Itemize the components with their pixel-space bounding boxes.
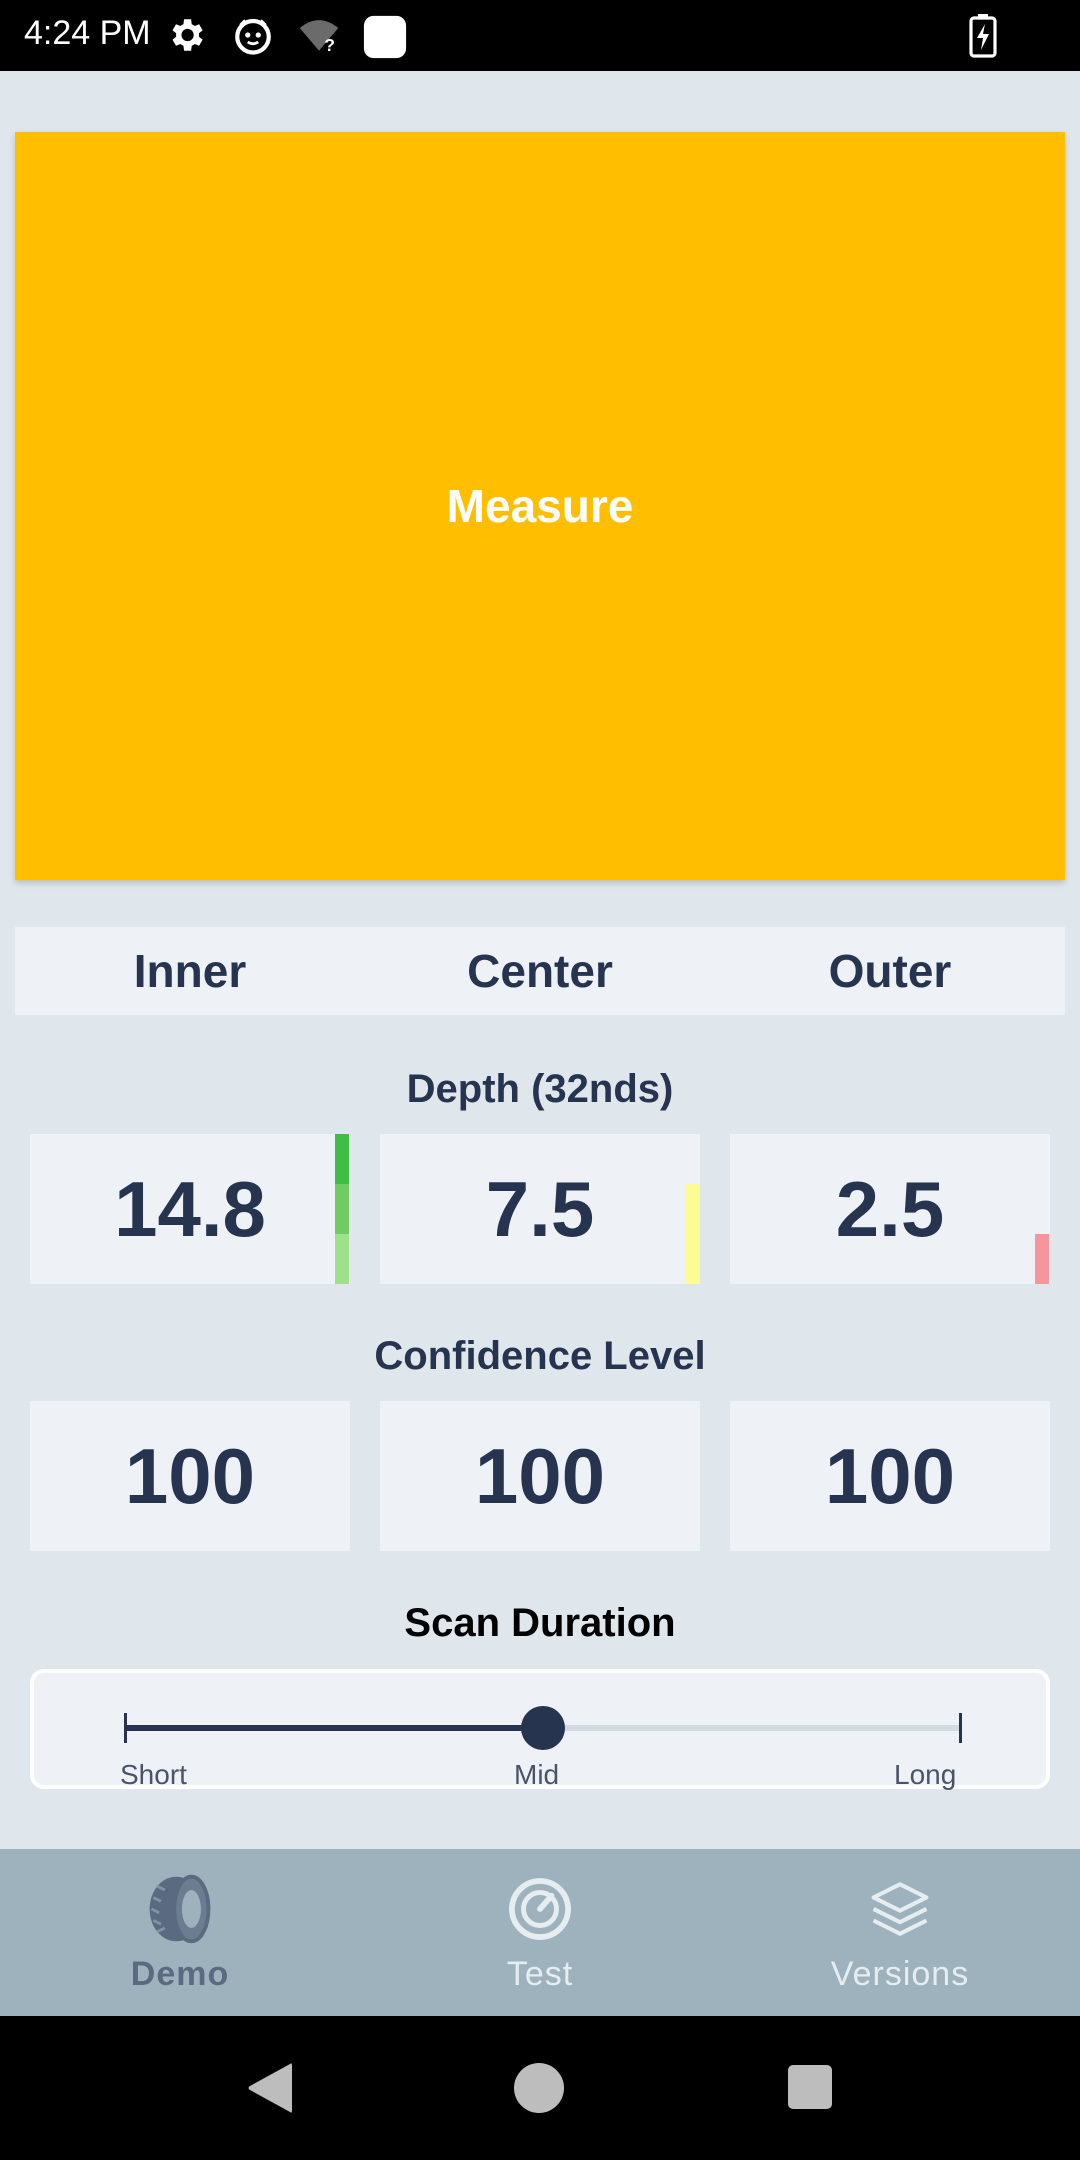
depth-inner-indicator-mid [335, 1184, 349, 1234]
confidence-inner-value: 100 [124, 1431, 256, 1520]
confidence-center-box: 100 [380, 1401, 700, 1551]
depth-inner-value: 14.8 [114, 1164, 266, 1253]
depth-inner-indicator-high [335, 1134, 349, 1184]
measure-button[interactable]: Measure [15, 132, 1065, 880]
layers-icon [867, 1869, 933, 1949]
slider-track-fill [124, 1725, 543, 1731]
depth-outer-indicator [1035, 1234, 1049, 1284]
column-center-label: Center [467, 945, 613, 997]
battery-charging-icon [968, 14, 998, 63]
column-header-row: Inner Center Outer [15, 927, 1065, 1015]
system-nav-bar [0, 2016, 1080, 2160]
status-time: 4:24 PM [24, 14, 151, 52]
slider-thumb[interactable] [521, 1706, 565, 1750]
slider-tick-long [959, 1713, 962, 1743]
depth-outer-value: 2.5 [835, 1164, 945, 1253]
app-content: Measure Inner Center Outer Depth (32nds)… [0, 71, 1080, 1849]
slider-label-short: Short [120, 1759, 187, 1790]
status-bar: 4:24 PM ? [0, 0, 1080, 71]
white-square-icon [362, 14, 408, 65]
tab-test-label: Test [506, 1955, 574, 1993]
depth-center-indicator [685, 1184, 699, 1284]
slider-tick-short [124, 1713, 127, 1743]
slider-label-mid: Mid [514, 1759, 560, 1790]
tab-demo[interactable]: Demo [0, 1849, 360, 2016]
depth-center-box: 7.5 [380, 1134, 700, 1284]
depth-title: Depth (32nds) [406, 1067, 674, 1111]
wifi-question-icon: ? [297, 14, 341, 61]
tab-versions-label: Versions [830, 1955, 970, 1993]
confidence-outer-box: 100 [730, 1401, 1050, 1551]
column-inner-label: Inner [133, 945, 247, 997]
tab-versions[interactable]: Versions [720, 1849, 1080, 2016]
svg-text:?: ? [324, 35, 335, 55]
depth-inner-indicator-low [335, 1234, 349, 1284]
recents-button[interactable] [787, 2064, 833, 2115]
back-button[interactable] [244, 2060, 294, 2121]
home-button[interactable] [513, 2062, 565, 2119]
scan-duration-slider[interactable]: Short Mid Long [30, 1669, 1050, 1790]
depth-center-value: 7.5 [485, 1164, 595, 1253]
gauge-icon [507, 1869, 573, 1949]
gear-icon [165, 14, 207, 61]
depth-outer-box: 2.5 [730, 1134, 1050, 1284]
scan-duration-title: Scan Duration [404, 1601, 676, 1645]
bottom-tab-bar: Demo Test Versions [0, 1849, 1080, 2016]
cat-face-icon [232, 14, 274, 61]
column-outer-label: Outer [828, 945, 952, 997]
tab-demo-label: Demo [130, 1955, 230, 1993]
depth-inner-box: 14.8 [30, 1134, 350, 1284]
confidence-outer-value: 100 [824, 1431, 956, 1520]
confidence-inner-box: 100 [30, 1401, 350, 1551]
tab-test[interactable]: Test [360, 1849, 720, 2016]
slider-label-long: Long [894, 1759, 957, 1790]
confidence-center-value: 100 [474, 1431, 606, 1520]
tire-icon [142, 1869, 218, 1949]
confidence-title: Confidence Level [374, 1334, 706, 1378]
